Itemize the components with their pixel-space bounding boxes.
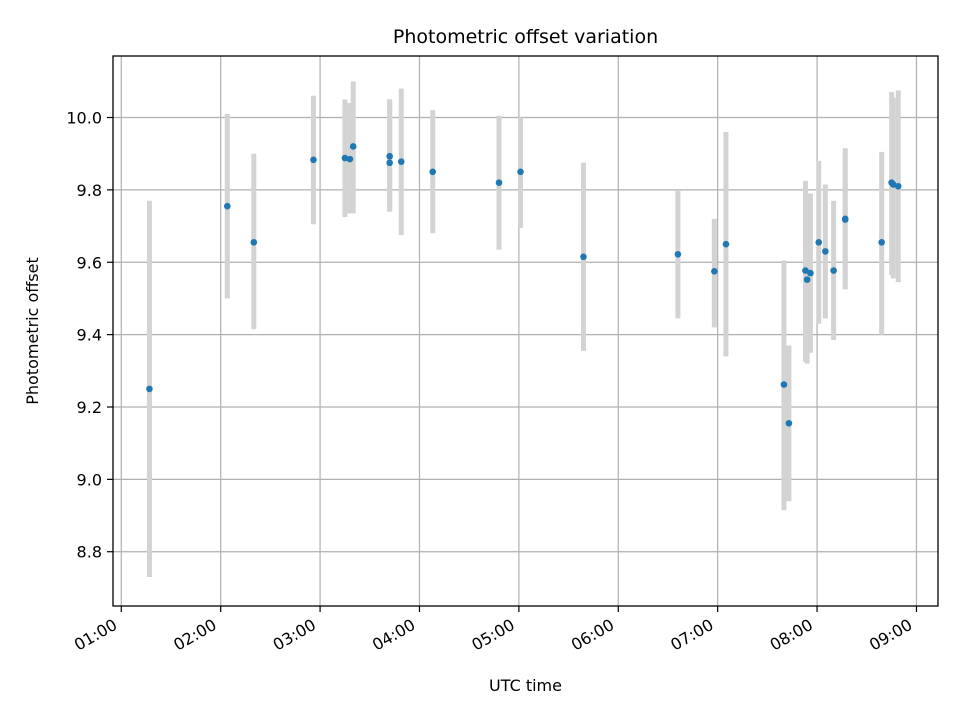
- grid-lines: [113, 56, 938, 606]
- data-point: [803, 276, 811, 283]
- y-tick-label: 9.0: [77, 470, 102, 489]
- y-axis-label: Photometric offset: [23, 257, 42, 405]
- data-point: [802, 267, 809, 274]
- data-point: [711, 267, 718, 275]
- data-point: [250, 239, 258, 246]
- data-point: [894, 182, 902, 190]
- data-point: [830, 267, 837, 274]
- data-point: [841, 216, 849, 223]
- data-point: [580, 253, 587, 261]
- data-point: [889, 181, 897, 188]
- y-tick-label: 9.4: [77, 326, 102, 345]
- y-tick-label: 9.8: [77, 181, 102, 200]
- data-point: [807, 269, 814, 277]
- data-point: [341, 154, 349, 162]
- data-point: [878, 239, 885, 246]
- y-tick-label: 9.6: [77, 253, 102, 272]
- data-point: [386, 159, 393, 167]
- data-point: [815, 239, 823, 246]
- data-point: [780, 381, 788, 388]
- data-point: [674, 250, 682, 258]
- y-tick-label: 10.0: [66, 109, 102, 128]
- data-point: [349, 143, 357, 150]
- y-axis-ticks: 8.8 9.0 9.2 9.4 9.6 9.8 10.0: [66, 109, 113, 562]
- data-point: [397, 158, 405, 165]
- data-point: [517, 168, 524, 176]
- data-point: [346, 155, 354, 163]
- data-point: [822, 248, 829, 255]
- data-point: [310, 156, 317, 164]
- chart-title: Photometric offset variation: [393, 26, 658, 48]
- data-point: [386, 152, 393, 160]
- plot-frame: [112, 55, 939, 607]
- data-points: [146, 143, 902, 427]
- data-point: [785, 419, 793, 427]
- data-point: [495, 179, 503, 186]
- data-point: [429, 168, 437, 176]
- data-point: [146, 385, 153, 393]
- y-tick-label: 8.8: [77, 543, 102, 562]
- y-tick-label: 9.2: [77, 398, 102, 417]
- data-point: [224, 202, 231, 210]
- x-axis-label: UTC time: [489, 676, 562, 695]
- data-point: [722, 240, 730, 248]
